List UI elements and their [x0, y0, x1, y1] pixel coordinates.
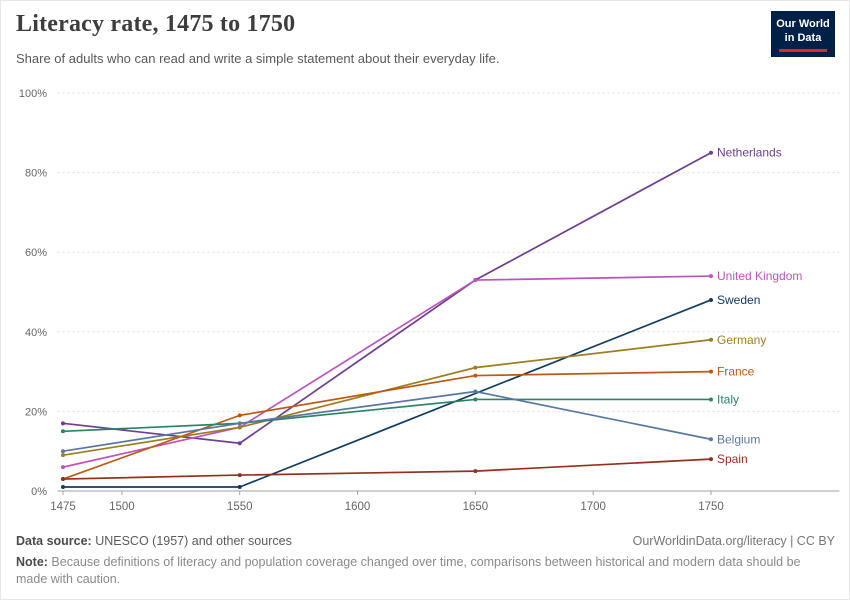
- series-label-germany[interactable]: Germany: [717, 333, 766, 347]
- series-point-italy-1750: [709, 397, 713, 402]
- x-axis-label-1750: 1750: [698, 501, 724, 513]
- series-point-belgium-1650: [473, 389, 478, 394]
- x-axis-label-1700: 1700: [580, 501, 606, 513]
- series-point-netherlands-1550: [237, 441, 242, 446]
- y-axis-label-80: 80%: [25, 168, 47, 180]
- series-line-italy[interactable]: [62, 398, 712, 433]
- series-line-spain[interactable]: [62, 458, 712, 480]
- series-point-germany-1475: [61, 453, 65, 458]
- y-axis-label-0: 0%: [31, 486, 47, 498]
- series-point-netherlands-1750: [709, 150, 713, 155]
- y-axis-label-100: 100%: [19, 88, 47, 100]
- series-point-italy-1650: [473, 397, 478, 402]
- series-point-italy-1475: [61, 429, 65, 434]
- chart-canvas: 0% 20% 40% 60% 80% 100% 1475 1500 1550 1600 1650 17…: [19, 88, 840, 513]
- series-point-belgium-1550: [237, 421, 242, 426]
- series-line-netherlands[interactable]: [62, 151, 712, 445]
- license-link[interactable]: OurWorldinData.org/literacy | CC BY: [632, 534, 835, 548]
- y-axis-label-60: 60%: [25, 247, 47, 259]
- series-label-italy[interactable]: Italy: [717, 392, 739, 406]
- series-point-netherlands-1475: [61, 421, 65, 426]
- owid-logo[interactable]: Our World in Data: [771, 11, 835, 57]
- series-point-france-1650: [473, 373, 478, 378]
- series-point-belgium-1475: [61, 449, 65, 454]
- logo-red-underline: [779, 48, 827, 52]
- series-point-france-1550: [237, 413, 242, 418]
- series-line-sweden[interactable]: [62, 299, 712, 488]
- page-title: Literacy rate, 1475 to 1750: [16, 11, 296, 37]
- data-source: Data source: UNESCO (1957) and other sou…: [16, 534, 292, 548]
- x-axis-label-1650: 1650: [463, 501, 489, 513]
- series-label-united-kingdom[interactable]: United Kingdom: [717, 269, 802, 283]
- series-label-france[interactable]: France: [717, 365, 755, 379]
- line-chart: 0% 20% 40% 60% 80% 100% 1475 1500 1550 1600 1650 17…: [1, 83, 849, 531]
- x-axis-label-1500: 1500: [109, 501, 135, 513]
- series-point-united-kingdom-1650: [473, 278, 478, 283]
- series-label-spain[interactable]: Spain: [717, 452, 748, 466]
- series-point-sweden-1550: [237, 485, 242, 490]
- series-point-france-1750: [709, 369, 713, 374]
- series-point-united-kingdom-1750: [709, 274, 713, 279]
- series-point-germany-1650: [473, 365, 478, 370]
- data-source-label: Data source:: [16, 534, 92, 548]
- series-line-germany[interactable]: [62, 338, 712, 457]
- series-label-sweden[interactable]: Sweden: [717, 293, 760, 307]
- series-label-netherlands[interactable]: Netherlands: [717, 146, 782, 160]
- series-label-belgium[interactable]: Belgium: [717, 432, 760, 446]
- series-point-sweden-1475: [61, 485, 65, 490]
- series-point-spain-1550: [237, 473, 242, 478]
- data-source-text: UNESCO (1957) and other sources: [91, 534, 292, 548]
- series-line-france[interactable]: [62, 370, 712, 480]
- x-axis-label-1550: 1550: [227, 501, 253, 513]
- note-label: Note:: [16, 555, 48, 569]
- y-axis-label-40: 40%: [25, 327, 47, 339]
- series-point-germany-1750: [709, 337, 713, 342]
- chart-subtitle: Share of adults who can read and write a…: [16, 51, 500, 66]
- series-point-united-kingdom-1475: [61, 465, 65, 470]
- note-text: Because definitions of literacy and popu…: [16, 555, 801, 586]
- x-axis-label-1475: 1475: [50, 501, 76, 513]
- series-point-spain-1750: [709, 457, 713, 462]
- series-line-belgium[interactable]: [62, 390, 712, 453]
- logo-line2: in Data: [784, 32, 822, 45]
- series-line-united-kingdom[interactable]: [62, 275, 712, 468]
- y-axis-label-20: 20%: [25, 406, 47, 418]
- series-point-sweden-1750: [709, 297, 713, 302]
- footer-source-row: Data source: UNESCO (1957) and other sou…: [16, 534, 835, 548]
- series-point-spain-1650: [473, 469, 478, 474]
- series-point-spain-1475: [61, 477, 65, 482]
- logo-line1: Our World: [776, 18, 830, 30]
- x-axis-label-1600: 1600: [345, 501, 371, 513]
- series-point-germany-1550: [237, 425, 242, 430]
- series-point-belgium-1750: [709, 437, 713, 442]
- footer-note: Note: Because definitions of literacy an…: [16, 554, 821, 588]
